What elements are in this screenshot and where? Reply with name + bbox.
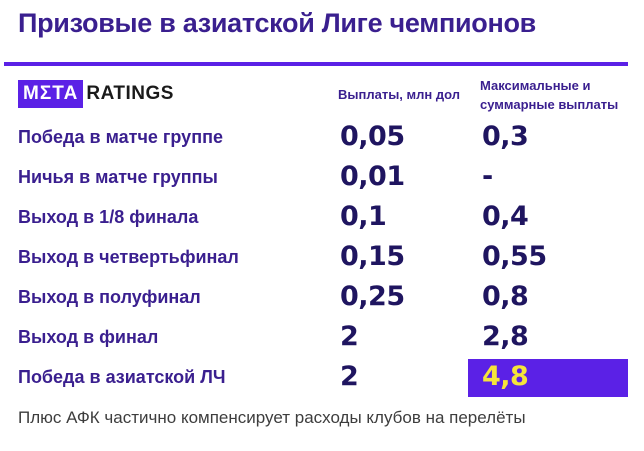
row-label: Выход в четвертьфинал — [18, 247, 239, 267]
total-value: 2,8 — [482, 321, 529, 352]
column-header-payout: Выплаты, млн дол — [338, 87, 460, 102]
total-value: 0,4 — [482, 201, 529, 232]
metaratings-logo: МΣТА RATINGS — [18, 80, 174, 108]
logo-meta-text: МΣТА — [18, 80, 84, 108]
table-row: Выход в полуфинал 0,25 0,8 — [0, 278, 644, 318]
row-label: Выход в полуфинал — [18, 287, 201, 307]
total-value: 0,55 — [482, 241, 547, 272]
table-row: Выход в 1/8 финала 0,1 0,4 — [0, 198, 644, 238]
total-value: - — [482, 161, 493, 192]
payout-value: 0,1 — [340, 201, 387, 232]
logo-ratings-text: RATINGS — [86, 83, 174, 104]
table-row: Выход в четвертьфинал 0,15 0,55 — [0, 238, 644, 278]
total-value: 0,3 — [482, 121, 529, 152]
payout-value: 2 — [340, 361, 359, 392]
title-divider — [4, 62, 628, 66]
highlight-cell — [468, 359, 628, 397]
payout-value: 0,15 — [340, 241, 405, 272]
column-header-max-total: Максимальные и суммарные выплаты — [480, 78, 619, 112]
payout-value: 2 — [340, 321, 359, 352]
table-row: Ничья в матче группы 0,01 - — [0, 158, 644, 198]
table-row: Выход в финал 2 2,8 — [0, 318, 644, 358]
table-row: Победа в матче группе 0,05 0,3 — [0, 118, 644, 158]
total-value: 0,8 — [482, 281, 529, 312]
payout-value: 0,01 — [340, 161, 405, 192]
row-label: Выход в финал — [18, 327, 159, 347]
table-row: Победа в азиатской ЛЧ 2 4,8 — [0, 358, 644, 398]
footer-note: Плюс АФК частично компенсирует расходы к… — [18, 408, 526, 427]
row-label: Ничья в матче группы — [18, 167, 218, 187]
row-label: Победа в матче группе — [18, 127, 223, 147]
payout-value: 0,25 — [340, 281, 405, 312]
payout-value: 0,05 — [340, 121, 405, 152]
total-value-highlighted: 4,8 — [482, 361, 529, 392]
row-label: Выход в 1/8 финала — [18, 207, 199, 227]
row-label: Победа в азиатской ЛЧ — [18, 367, 226, 387]
page-title: Призовые в азиатской Лиге чемпионов — [18, 8, 536, 38]
